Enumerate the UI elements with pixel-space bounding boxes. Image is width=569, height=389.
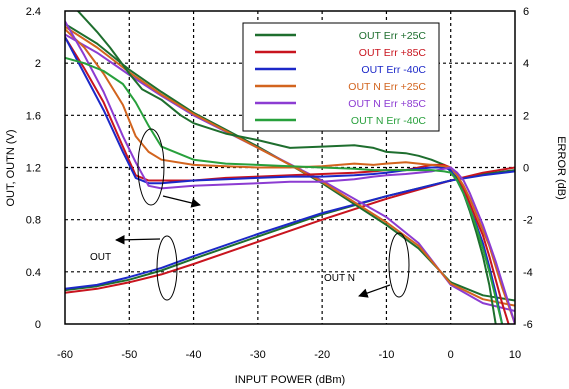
x-tick-label: -40 (186, 349, 202, 361)
legend-label: OUT N Err +25C (348, 81, 426, 93)
y-right-tick-label: 6 (523, 6, 529, 18)
legend-label: OUT Err -40C (361, 64, 426, 76)
y-left-tick-label: 1.6 (26, 110, 41, 122)
x-tick-label: 0 (448, 349, 454, 361)
voltage-series-line-5 (65, 25, 515, 307)
y-left-tick-label: 1.2 (26, 163, 41, 175)
y-left-axis-label: OUT, OUTN (V) (5, 130, 17, 207)
y-left-tick-label: 2.4 (26, 6, 41, 18)
x-tick-labels: -60 -50 -40 -30 -20 -10 0 10 (57, 349, 521, 361)
x-tick-label: -20 (314, 349, 330, 361)
voltage-series-line-1 (65, 166, 515, 294)
legend-entries: OUT Err +25C OUT Err +85C OUT Err -40C OUT … (255, 30, 426, 127)
legend-label: OUT N Err -40C (351, 115, 426, 127)
y-right-tick-labels: -6 -4 -2 0 2 4 6 (523, 6, 533, 331)
y-right-tick-label: 0 (523, 163, 529, 175)
y-left-tick-label: 2 (35, 58, 41, 70)
outn-label: OUT N (324, 273, 355, 284)
y-left-tick-label: 0.8 (26, 215, 41, 227)
y-right-tick-label: -6 (523, 319, 533, 331)
error-series-line-9 (65, 28, 515, 324)
outn-arrow (358, 284, 391, 298)
legend-box (242, 22, 440, 132)
series-lines (65, 11, 515, 324)
out-label: OUT (90, 252, 111, 263)
y-left-tick-label: 0.4 (26, 267, 41, 279)
out-arrow (115, 235, 161, 245)
outn-group-ellipse (388, 232, 410, 298)
y-right-tick-label: 2 (523, 110, 529, 122)
x-tick-label: -10 (378, 349, 394, 361)
error-series-line-10 (65, 20, 515, 324)
x-tick-label: 10 (509, 349, 521, 361)
y-left-tick-label: 0 (35, 319, 41, 331)
x-axis-label: INPUT POWER (dBm) (235, 374, 345, 386)
error-group-ellipse (137, 128, 165, 206)
error-series-line-11 (65, 56, 504, 324)
y-right-tick-label: -4 (523, 267, 533, 279)
error-group-arrow (162, 195, 201, 208)
legend: OUT Err +25C OUT Err +85C OUT Err -40C OUT … (242, 22, 440, 132)
legend-label: OUT N Err +85C (348, 98, 426, 110)
plot-frame (64, 10, 516, 325)
x-tick-label: -60 (57, 349, 73, 361)
x-tick-label: -30 (250, 349, 266, 361)
y-left-tick-labels: 0 0.4 0.8 1.2 1.6 2 2.4 (26, 6, 41, 331)
y-right-tick-label: 4 (523, 58, 529, 70)
y-right-tick-label: -2 (523, 215, 533, 227)
legend-label: OUT Err +85C (359, 47, 427, 59)
annotations: OUT OUT N (90, 128, 410, 301)
legend-label: OUT Err +25C (359, 30, 427, 42)
y-right-axis-label: ERROR (dB) (555, 136, 567, 200)
out-group-ellipse (156, 235, 178, 301)
x-tick-label: -50 (121, 349, 137, 361)
